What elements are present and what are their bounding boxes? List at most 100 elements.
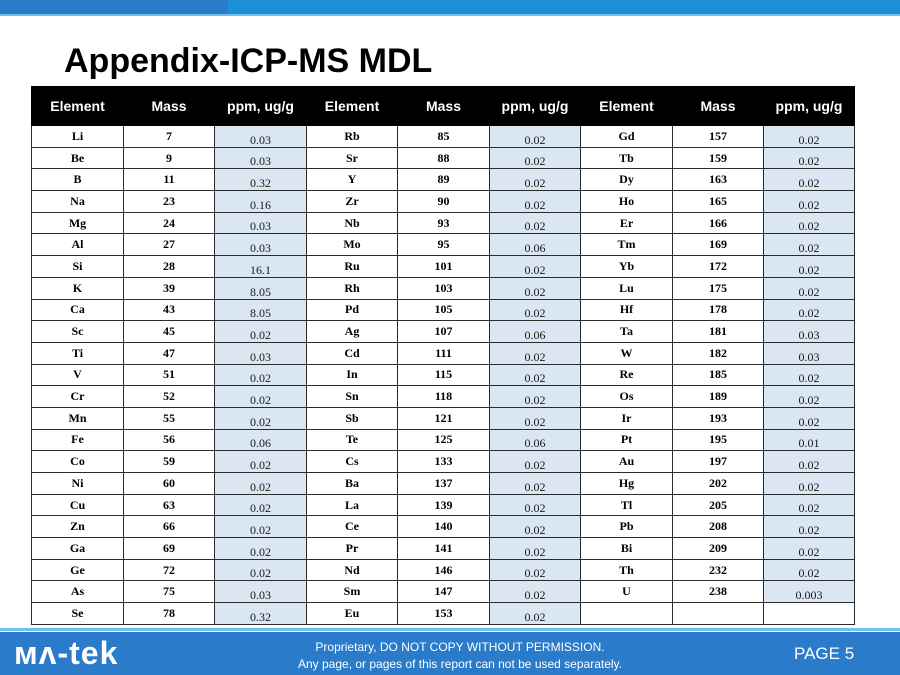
ppm-value: 0.003 xyxy=(795,588,823,603)
column-header: ppm, ug/g xyxy=(214,86,307,126)
ppm-cell: 0.03 xyxy=(763,341,855,365)
ppm-cell: 0.02 xyxy=(763,363,855,387)
mass-cell: 197 xyxy=(672,450,764,473)
mass-cell: 56 xyxy=(123,428,215,452)
ppm-value: 0.02 xyxy=(798,371,820,386)
element-cell: Rb xyxy=(306,125,398,148)
ppm-cell: 0.02 xyxy=(763,233,855,257)
top-banner-accent xyxy=(0,0,228,16)
company-logo: ᴍᴧ-tek xyxy=(14,635,119,671)
ppm-value: 16.1 xyxy=(250,262,271,277)
element-cell: Hf xyxy=(580,298,673,322)
mass-cell: 95 xyxy=(397,233,490,257)
ppm-cell: 0.02 xyxy=(763,515,855,539)
ppm-value: 0.32 xyxy=(250,609,271,624)
element-cell: Ba xyxy=(306,472,398,495)
ppm-value: 0.02 xyxy=(250,327,271,342)
ppm-cell: 0.003 xyxy=(763,580,855,604)
footer-stripe xyxy=(0,628,900,631)
ppm-value: 0.02 xyxy=(524,523,546,538)
mass-cell: 181 xyxy=(672,320,764,343)
mass-cell: 11 xyxy=(123,168,215,192)
mass-cell: 69 xyxy=(123,537,215,560)
table-row: Ca 43 8.05 Pd 105 0.02 Hf 178 0.02 xyxy=(31,298,855,322)
ppm-cell: 8.05 xyxy=(214,298,307,322)
element-cell: In xyxy=(306,363,398,387)
mass-cell: 59 xyxy=(123,450,215,473)
ppm-cell: 0.02 xyxy=(489,341,581,365)
mass-cell: 153 xyxy=(397,602,490,625)
element-cell: Ge xyxy=(31,558,124,582)
mass-cell: 9 xyxy=(123,146,215,170)
ppm-cell: 0.02 xyxy=(763,255,855,278)
ppm-cell: 0.02 xyxy=(489,146,581,170)
mass-cell: 28 xyxy=(123,255,215,278)
ppm-cell: 0.02 xyxy=(489,558,581,582)
table-row: Cu 63 0.02 La 139 0.02 Tl 205 0.02 xyxy=(31,493,855,517)
ppm-cell: 0.02 xyxy=(763,298,855,322)
ppm-cell: 0.02 xyxy=(489,276,581,300)
ppm-value: 0.02 xyxy=(798,414,820,429)
ppm-value: 0.02 xyxy=(798,458,820,472)
ppm-cell: 0.03 xyxy=(214,580,307,604)
ppm-value: 0.02 xyxy=(524,262,546,277)
ppm-value: 0.02 xyxy=(250,523,271,538)
element-cell: Li xyxy=(31,125,124,148)
element-cell: Ho xyxy=(580,190,673,213)
ppm-cell: 0.03 xyxy=(214,146,307,170)
ppm-value: 0.03 xyxy=(250,132,271,147)
element-cell: U xyxy=(580,580,673,604)
ppm-value: 0.02 xyxy=(250,501,271,516)
ppm-cell: 0.02 xyxy=(214,385,307,408)
table-header-row: Element Mass ppm, ug/g Element Mass ppm, ug/g… xyxy=(31,86,855,126)
mass-cell: 193 xyxy=(672,406,764,430)
mass-cell: 140 xyxy=(397,515,490,539)
mass-cell: 139 xyxy=(397,493,490,517)
element-cell: W xyxy=(580,341,673,365)
ppm-cell: 0.02 xyxy=(763,168,855,192)
ppm-value: 0.02 xyxy=(524,349,546,364)
ppm-cell: 0.02 xyxy=(489,493,581,517)
ppm-value: 0.06 xyxy=(250,436,271,451)
element-cell: Mn xyxy=(31,406,124,430)
column-header: ppm, ug/g xyxy=(489,86,581,126)
element-cell: Ti xyxy=(31,341,124,365)
ppm-value: 0.02 xyxy=(524,197,546,212)
ppm-value: 0.02 xyxy=(250,544,271,559)
table-row: Si 28 16.1 Ru 101 0.02 Yb 172 0.02 xyxy=(31,255,855,278)
empty-cell xyxy=(672,602,764,625)
element-cell: Hg xyxy=(580,472,673,495)
element-cell: Co xyxy=(31,450,124,473)
table-row: Mg 24 0.03 Nb 93 0.02 Er 166 0.02 xyxy=(31,211,855,235)
element-cell: Eu xyxy=(306,602,398,625)
mass-cell: 24 xyxy=(123,211,215,235)
ppm-cell: 0.02 xyxy=(763,125,855,148)
element-cell: Pb xyxy=(580,515,673,539)
ppm-cell: 0.02 xyxy=(763,450,855,473)
mass-cell: 105 xyxy=(397,298,490,322)
ppm-value: 0.03 xyxy=(798,327,820,342)
ppm-cell: 0.03 xyxy=(214,233,307,257)
ppm-cell: 0.02 xyxy=(214,558,307,582)
element-cell: Fe xyxy=(31,428,124,452)
column-header: Element xyxy=(306,86,398,126)
mass-cell: 47 xyxy=(123,341,215,365)
element-cell: Gd xyxy=(580,125,673,148)
column-header: Mass xyxy=(672,86,764,126)
ppm-cell: 0.02 xyxy=(763,406,855,430)
element-cell: Te xyxy=(306,428,398,452)
element-cell: Lu xyxy=(580,276,673,300)
element-cell: Ru xyxy=(306,255,398,278)
top-banner-stripe xyxy=(0,14,900,16)
element-cell: Rh xyxy=(306,276,398,300)
ppm-value: 0.02 xyxy=(798,262,820,277)
page-title: Appendix-ICP-MS MDL xyxy=(64,42,433,80)
ppm-value: 0.02 xyxy=(524,609,546,624)
element-cell: Cr xyxy=(31,385,124,408)
table-row: K 39 8.05 Rh 103 0.02 Lu 175 0.02 xyxy=(31,276,855,300)
ppm-cell: 0.02 xyxy=(763,146,855,170)
ppm-cell: 0.02 xyxy=(214,537,307,560)
mass-cell: 146 xyxy=(397,558,490,582)
ppm-cell: 0.06 xyxy=(489,320,581,343)
ppm-value: 0.03 xyxy=(250,154,271,169)
